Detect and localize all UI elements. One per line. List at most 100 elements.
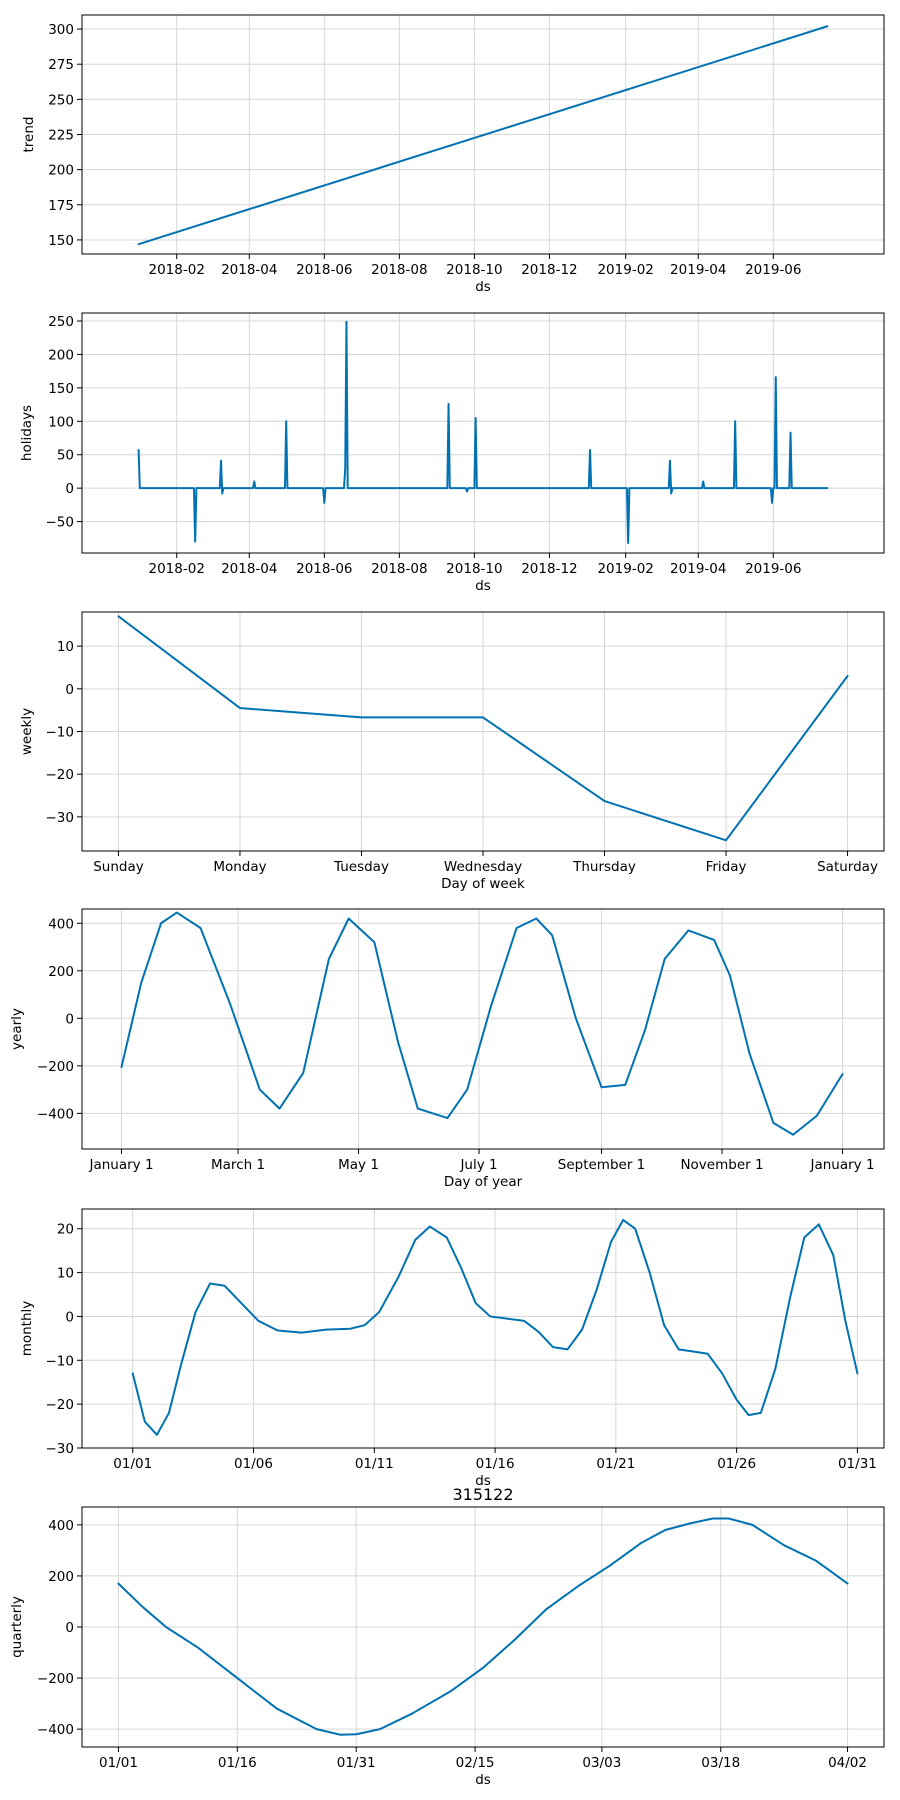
x-tick-label: Saturday xyxy=(817,859,878,875)
y-tick-label: 200 xyxy=(48,347,74,363)
y-axis-label: holidays xyxy=(19,405,35,461)
y-tick-label: 300 xyxy=(48,22,74,38)
y-tick-label: 225 xyxy=(48,128,74,144)
y-tick-label: 200 xyxy=(48,1569,74,1585)
x-tick-label: 2018-10 xyxy=(446,262,502,278)
x-tick-label: 2019-04 xyxy=(670,561,726,577)
plot-frame xyxy=(81,312,885,554)
y-tick-label: 200 xyxy=(48,163,74,179)
x-axis-label: ds xyxy=(475,1772,491,1788)
x-tick-label: Tuesday xyxy=(333,859,389,875)
x-tick-label: 01/01 xyxy=(113,1456,152,1472)
y-tick-label: 150 xyxy=(48,233,74,249)
x-tick-label: 01/16 xyxy=(218,1755,257,1771)
x-tick-label: 2018-04 xyxy=(221,561,277,577)
series-line-yearly xyxy=(120,911,844,1136)
x-tick-label: July 1 xyxy=(459,1157,497,1173)
y-tick-label: −30 xyxy=(46,810,75,826)
x-tick-label: 2018-08 xyxy=(371,561,427,577)
y-tick-label: −10 xyxy=(46,725,75,741)
x-tick-label: March 1 xyxy=(211,1157,265,1173)
x-tick-label: 03/18 xyxy=(701,1755,740,1771)
x-tick-label: 2019-06 xyxy=(745,262,801,278)
subplot-monthly: 01/01 01/06 01/11 01/16 01/21 01/26 01/31 −30 −2… xyxy=(19,1208,885,1489)
x-tick-label: 01/21 xyxy=(596,1456,635,1472)
x-tick-label: 2018-06 xyxy=(296,262,352,278)
y-tick-label: 250 xyxy=(48,92,74,108)
y-tick-label: 275 xyxy=(48,57,74,73)
x-axis-label: ds xyxy=(475,578,491,594)
x-axis-label: Day of week xyxy=(441,876,525,892)
x-tick-label: September 1 xyxy=(558,1157,646,1173)
subplot-trend: 2018-02 2018-04 2018-06 2018-08 2018-10 2018-… xyxy=(21,14,885,295)
y-axis-label: yearly xyxy=(9,1008,25,1050)
x-axis-label: Day of year xyxy=(444,1174,523,1190)
x-tick-label: 01/31 xyxy=(838,1456,877,1472)
y-tick-label: −200 xyxy=(37,1671,74,1687)
subplot-yearly: January 1 March 1 May 1 July 1 September 1 No… xyxy=(9,908,885,1190)
y-tick-label: −20 xyxy=(46,767,75,783)
y-axis-label: weekly xyxy=(19,708,35,755)
x-tick-label: Friday xyxy=(706,859,747,875)
y-axis-label: quarterly xyxy=(9,1596,25,1658)
y-tick-label: 250 xyxy=(48,314,74,330)
x-tick-label: 2018-02 xyxy=(149,262,205,278)
plot-frame xyxy=(81,1208,885,1449)
x-tick-label: Monday xyxy=(213,859,266,875)
y-tick-label: 0 xyxy=(65,1011,74,1027)
x-tick-label: 04/02 xyxy=(828,1755,867,1771)
x-tick-label: Thursday xyxy=(572,859,636,875)
y-tick-label: 150 xyxy=(48,381,74,397)
series-line-holidays xyxy=(137,320,829,544)
x-tick-label: 01/26 xyxy=(717,1456,756,1472)
x-tick-label: 2019-06 xyxy=(745,561,801,577)
y-tick-label: 100 xyxy=(48,414,74,430)
x-tick-label: Wednesday xyxy=(444,859,522,875)
y-tick-label: 0 xyxy=(65,481,74,497)
x-tick-label: 2018-04 xyxy=(221,262,277,278)
y-tick-label: 175 xyxy=(48,198,74,214)
x-tick-label: 02/15 xyxy=(456,1755,495,1771)
y-tick-label: 50 xyxy=(57,448,74,464)
x-tick-label: 2018-06 xyxy=(296,561,352,577)
y-tick-label: 400 xyxy=(48,916,74,932)
y-tick-label: 0 xyxy=(65,1620,74,1636)
x-tick-label: 01/06 xyxy=(234,1456,273,1472)
y-tick-label: −400 xyxy=(37,1722,74,1738)
x-tick-label: 01/11 xyxy=(355,1456,394,1472)
x-tick-label: January 1 xyxy=(809,1157,874,1173)
x-tick-label: 2018-02 xyxy=(149,561,205,577)
x-tick-label: 2019-02 xyxy=(597,561,653,577)
y-tick-label: −50 xyxy=(46,515,75,531)
series-line-weekly xyxy=(117,615,849,842)
y-tick-label: −30 xyxy=(46,1441,75,1457)
x-tick-label: 2018-12 xyxy=(521,262,577,278)
y-tick-label: −20 xyxy=(46,1397,75,1413)
x-tick-label: January 1 xyxy=(88,1157,153,1173)
chart-title: 315122 xyxy=(452,1485,513,1504)
x-tick-label: 2018-08 xyxy=(371,262,427,278)
x-tick-label: 2019-02 xyxy=(597,262,653,278)
x-tick-label: 01/01 xyxy=(99,1755,138,1771)
y-tick-label: −200 xyxy=(37,1059,74,1075)
y-tick-label: 0 xyxy=(65,682,74,698)
y-tick-label: −10 xyxy=(46,1353,75,1369)
subplot-holidays: 2018-02 2018-04 2018-06 2018-08 2018-10 2018-… xyxy=(19,312,885,594)
y-axis-label: trend xyxy=(21,117,37,153)
y-tick-label: −400 xyxy=(37,1106,74,1122)
series-line-trend xyxy=(137,25,829,246)
x-tick-label: 01/16 xyxy=(476,1456,515,1472)
x-tick-label: November 1 xyxy=(680,1157,763,1173)
y-tick-label: 0 xyxy=(65,1309,74,1325)
x-tick-label: May 1 xyxy=(338,1157,379,1173)
x-tick-label: 01/31 xyxy=(337,1755,376,1771)
x-tick-label: Sunday xyxy=(93,859,144,875)
plot-frame xyxy=(81,908,885,1150)
y-tick-label: 400 xyxy=(48,1518,74,1534)
y-axis-label: monthly xyxy=(19,1301,35,1357)
y-tick-label: 200 xyxy=(48,964,74,980)
subplot-quarterly: 01/01 01/16 01/31 02/15 03/03 03/18 04/02 −400 −… xyxy=(9,1485,885,1788)
y-tick-label: 20 xyxy=(57,1222,74,1238)
x-axis-label: ds xyxy=(475,279,491,295)
